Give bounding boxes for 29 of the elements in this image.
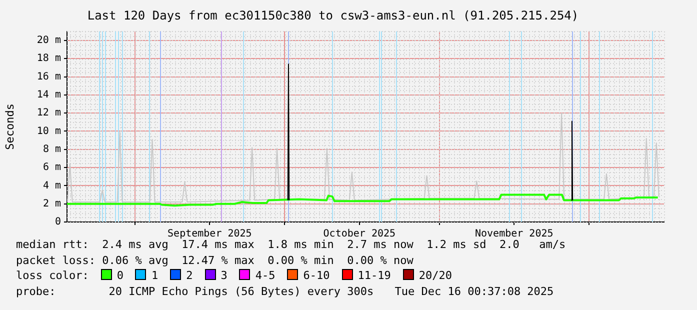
x-tick-label: November 2025: [474, 228, 554, 240]
legend-label: 0: [116, 269, 124, 282]
y-tick-label: 0: [54, 216, 61, 228]
legend-label: 1: [151, 269, 158, 282]
chart-title: Last 120 Days from ec301150c380 to csw3-ams3-eun.nl (91.205.215.254): [87, 8, 579, 22]
text: probe: 20 ICMP Echo Pings (56 Bytes) every 300s: [16, 284, 374, 298]
y-tick-label: 18 m: [36, 53, 61, 64]
legend-label: 2: [186, 269, 193, 282]
text: Tue Dec 16 00:37:08 2025: [394, 284, 554, 299]
y-tick-label: 10 m: [36, 126, 61, 137]
legend-label: 6-10: [303, 269, 330, 282]
text: median rtt: 2.4 ms avg 17.4 ms max 1.8 ms min 2.7 ms now 1.2 ms sd 2.0 am/s: [16, 238, 566, 252]
y-axis-title: Seconds: [3, 104, 16, 150]
y-tick-label: 6 m: [42, 162, 61, 174]
y-tick-label: 16 m: [36, 71, 61, 82]
y-tick-label: 2 m: [42, 198, 61, 210]
text: packet loss: 0.06 % avg 12.47 % max 0.00 % min 0.00 % now: [16, 252, 414, 268]
legend-label: 4-5: [255, 269, 276, 282]
legend-title: loss color:: [16, 269, 89, 282]
y-tick-label: 14 m: [36, 90, 61, 101]
legend-label: 11-19: [358, 269, 391, 282]
legend-label: 3: [220, 269, 228, 282]
y-tick-label: 20 m: [36, 35, 61, 46]
y-tick-label: 8 m: [42, 144, 61, 155]
y-tick-label: 12 m: [36, 108, 61, 119]
x-tick-label: October 2025: [323, 228, 396, 240]
y-tick-label: 4 m: [42, 180, 61, 192]
legend-label: 20/20: [418, 269, 452, 282]
x-tick-label: September 2025: [168, 228, 252, 240]
